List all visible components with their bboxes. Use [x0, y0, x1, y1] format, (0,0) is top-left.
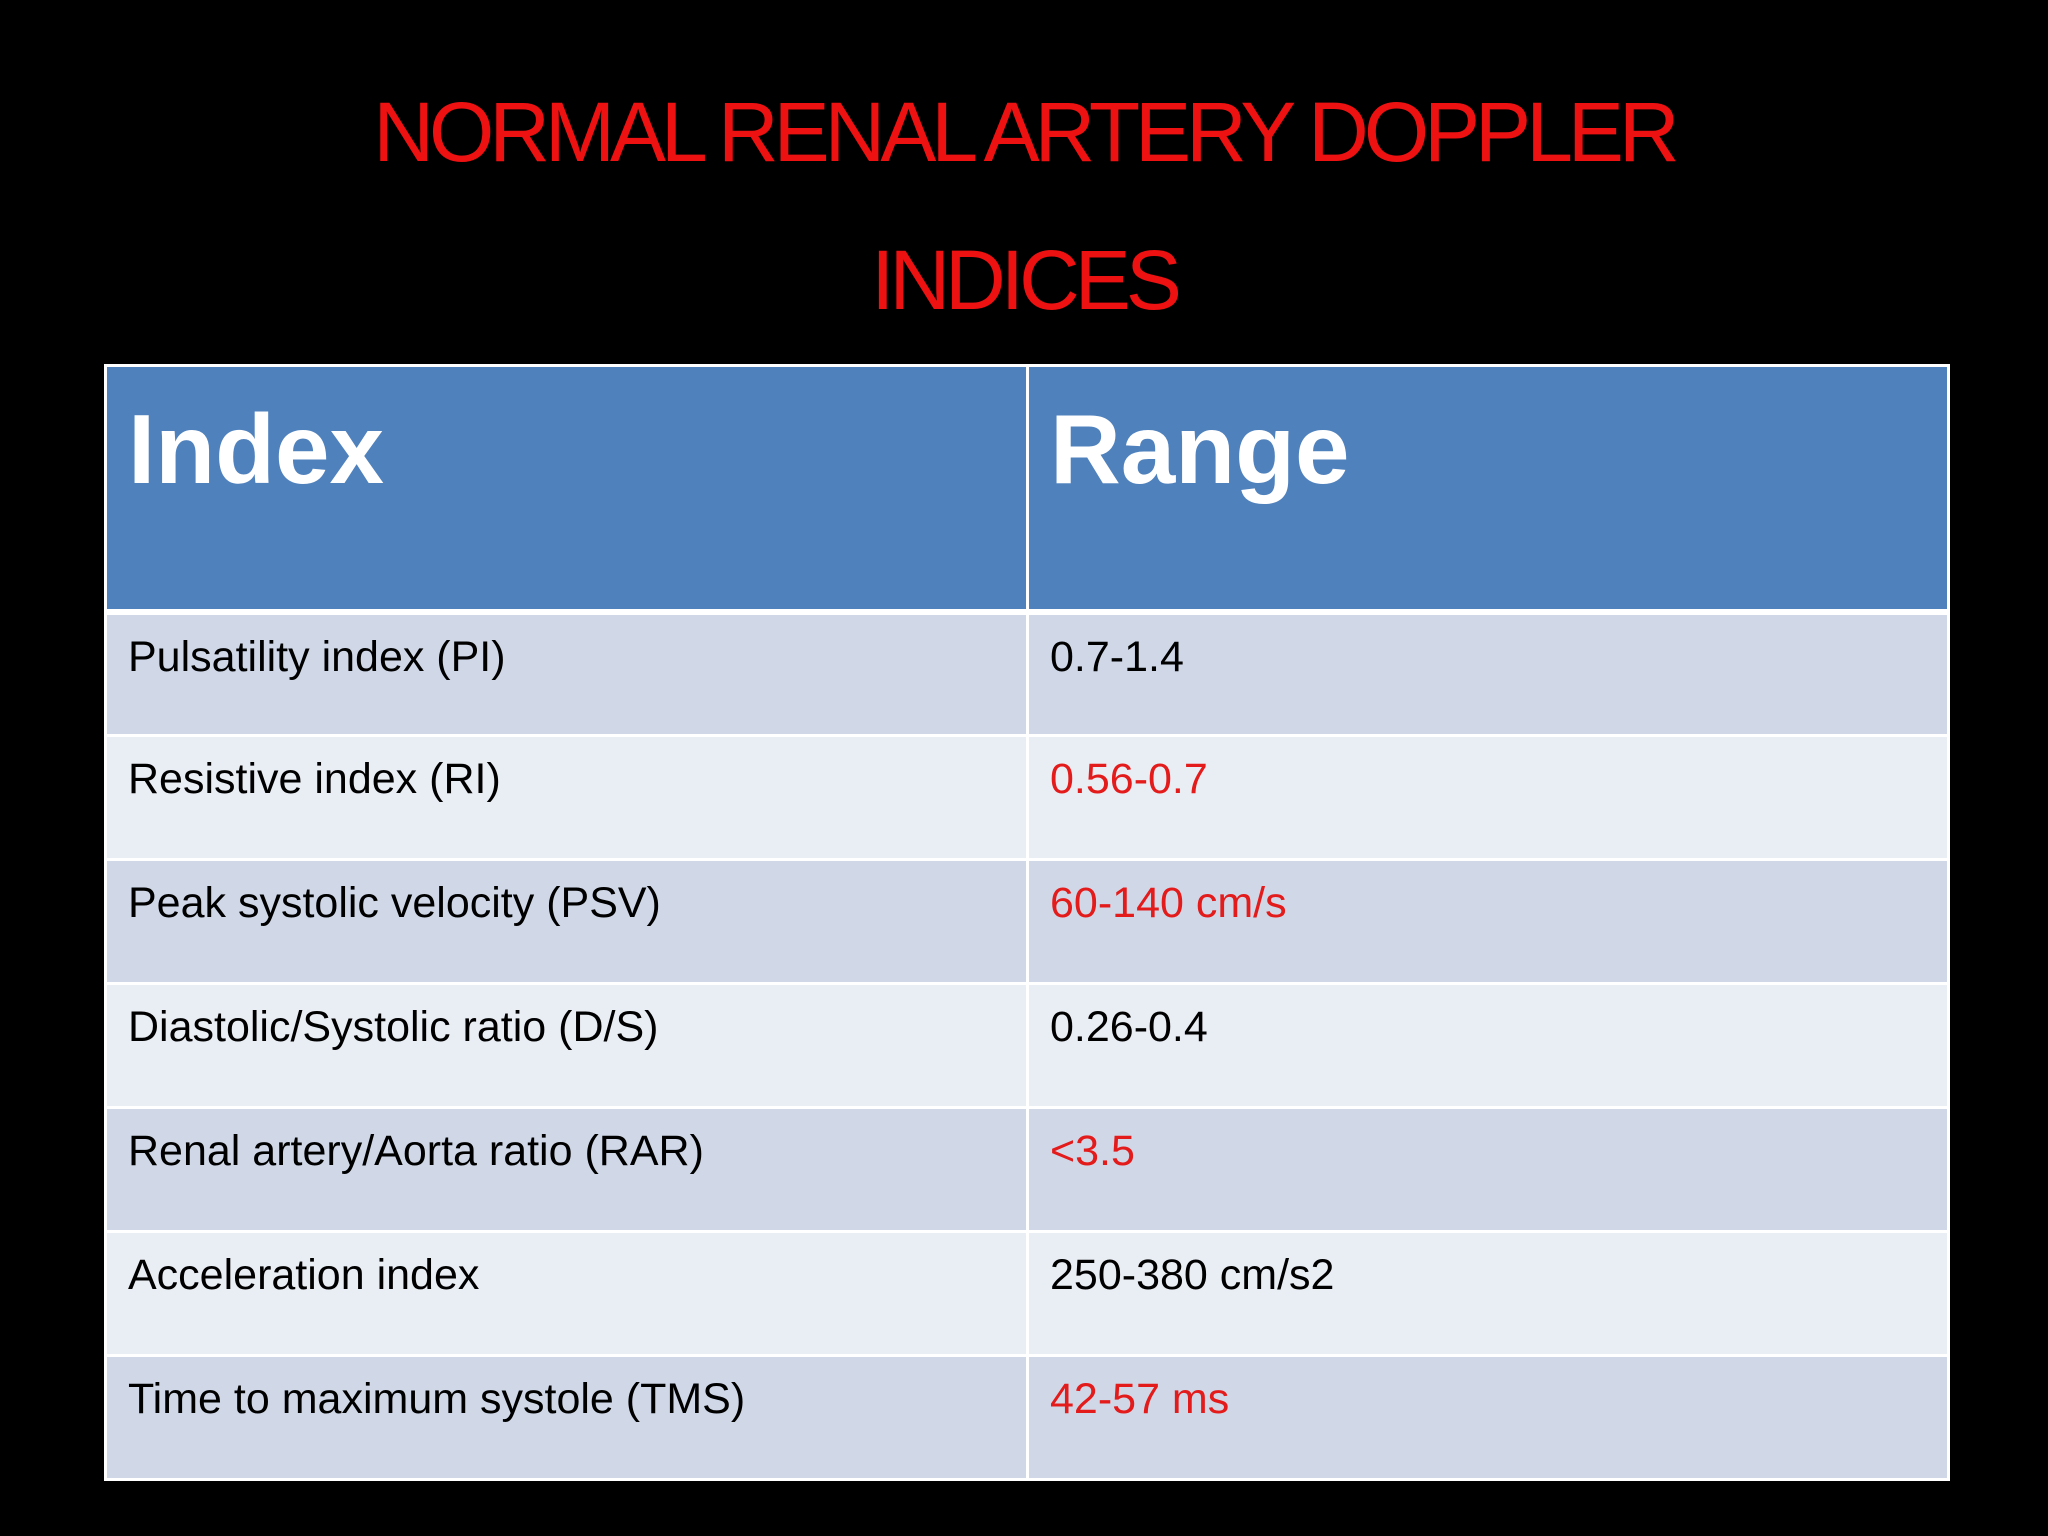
range-cell: 60-140 cm/s — [1026, 858, 1950, 985]
range-cell: 250-380 cm/s2 — [1026, 1230, 1950, 1357]
header-cell: Range — [1026, 364, 1950, 615]
header-cell: Index — [104, 364, 1029, 615]
row: Pulsatility index (PI) 0.7-1.4 — [104, 610, 1950, 737]
slide-title: NORMAL RENAL ARTERY DOPPLER INDICES — [373, 85, 1679, 327]
row: Acceleration index 250-380 cm/s2 — [104, 1230, 1950, 1357]
index-cell: Peak systolic velocity (PSV) — [104, 858, 1029, 985]
row: Peak systolic velocity (PSV) 60-140 cm/s — [104, 858, 1950, 985]
row: Renal artery/Aorta ratio (RAR) <3.5 — [104, 1106, 1950, 1233]
indices-table: Index Range Pulsatility index (PI) 0.7-1… — [104, 364, 1950, 1481]
row: Diastolic/Systolic ratio (D/S) 0.26-0.4 — [104, 982, 1950, 1109]
range-cell: <3.5 — [1026, 1106, 1950, 1233]
range-cell: 0.7-1.4 — [1026, 610, 1950, 737]
range-cell: 0.26-0.4 — [1026, 982, 1950, 1109]
index-cell: Time to maximum systole (TMS) — [104, 1354, 1029, 1481]
row: Time to maximum systole (TMS) 42-57 ms — [104, 1354, 1950, 1481]
row: Resistive index (RI) 0.56-0.7 — [104, 734, 1950, 861]
index-cell: Diastolic/Systolic ratio (D/S) — [104, 982, 1029, 1109]
header-row: Index Range — [104, 364, 1950, 615]
index-cell: Renal artery/Aorta ratio (RAR) — [104, 1106, 1029, 1233]
range-cell: 42-57 ms — [1026, 1354, 1950, 1481]
index-cell: Resistive index (RI) — [104, 734, 1029, 861]
index-cell: Acceleration index — [104, 1230, 1029, 1357]
range-cell: 0.56-0.7 — [1026, 734, 1950, 861]
index-cell: Pulsatility index (PI) — [104, 610, 1029, 737]
